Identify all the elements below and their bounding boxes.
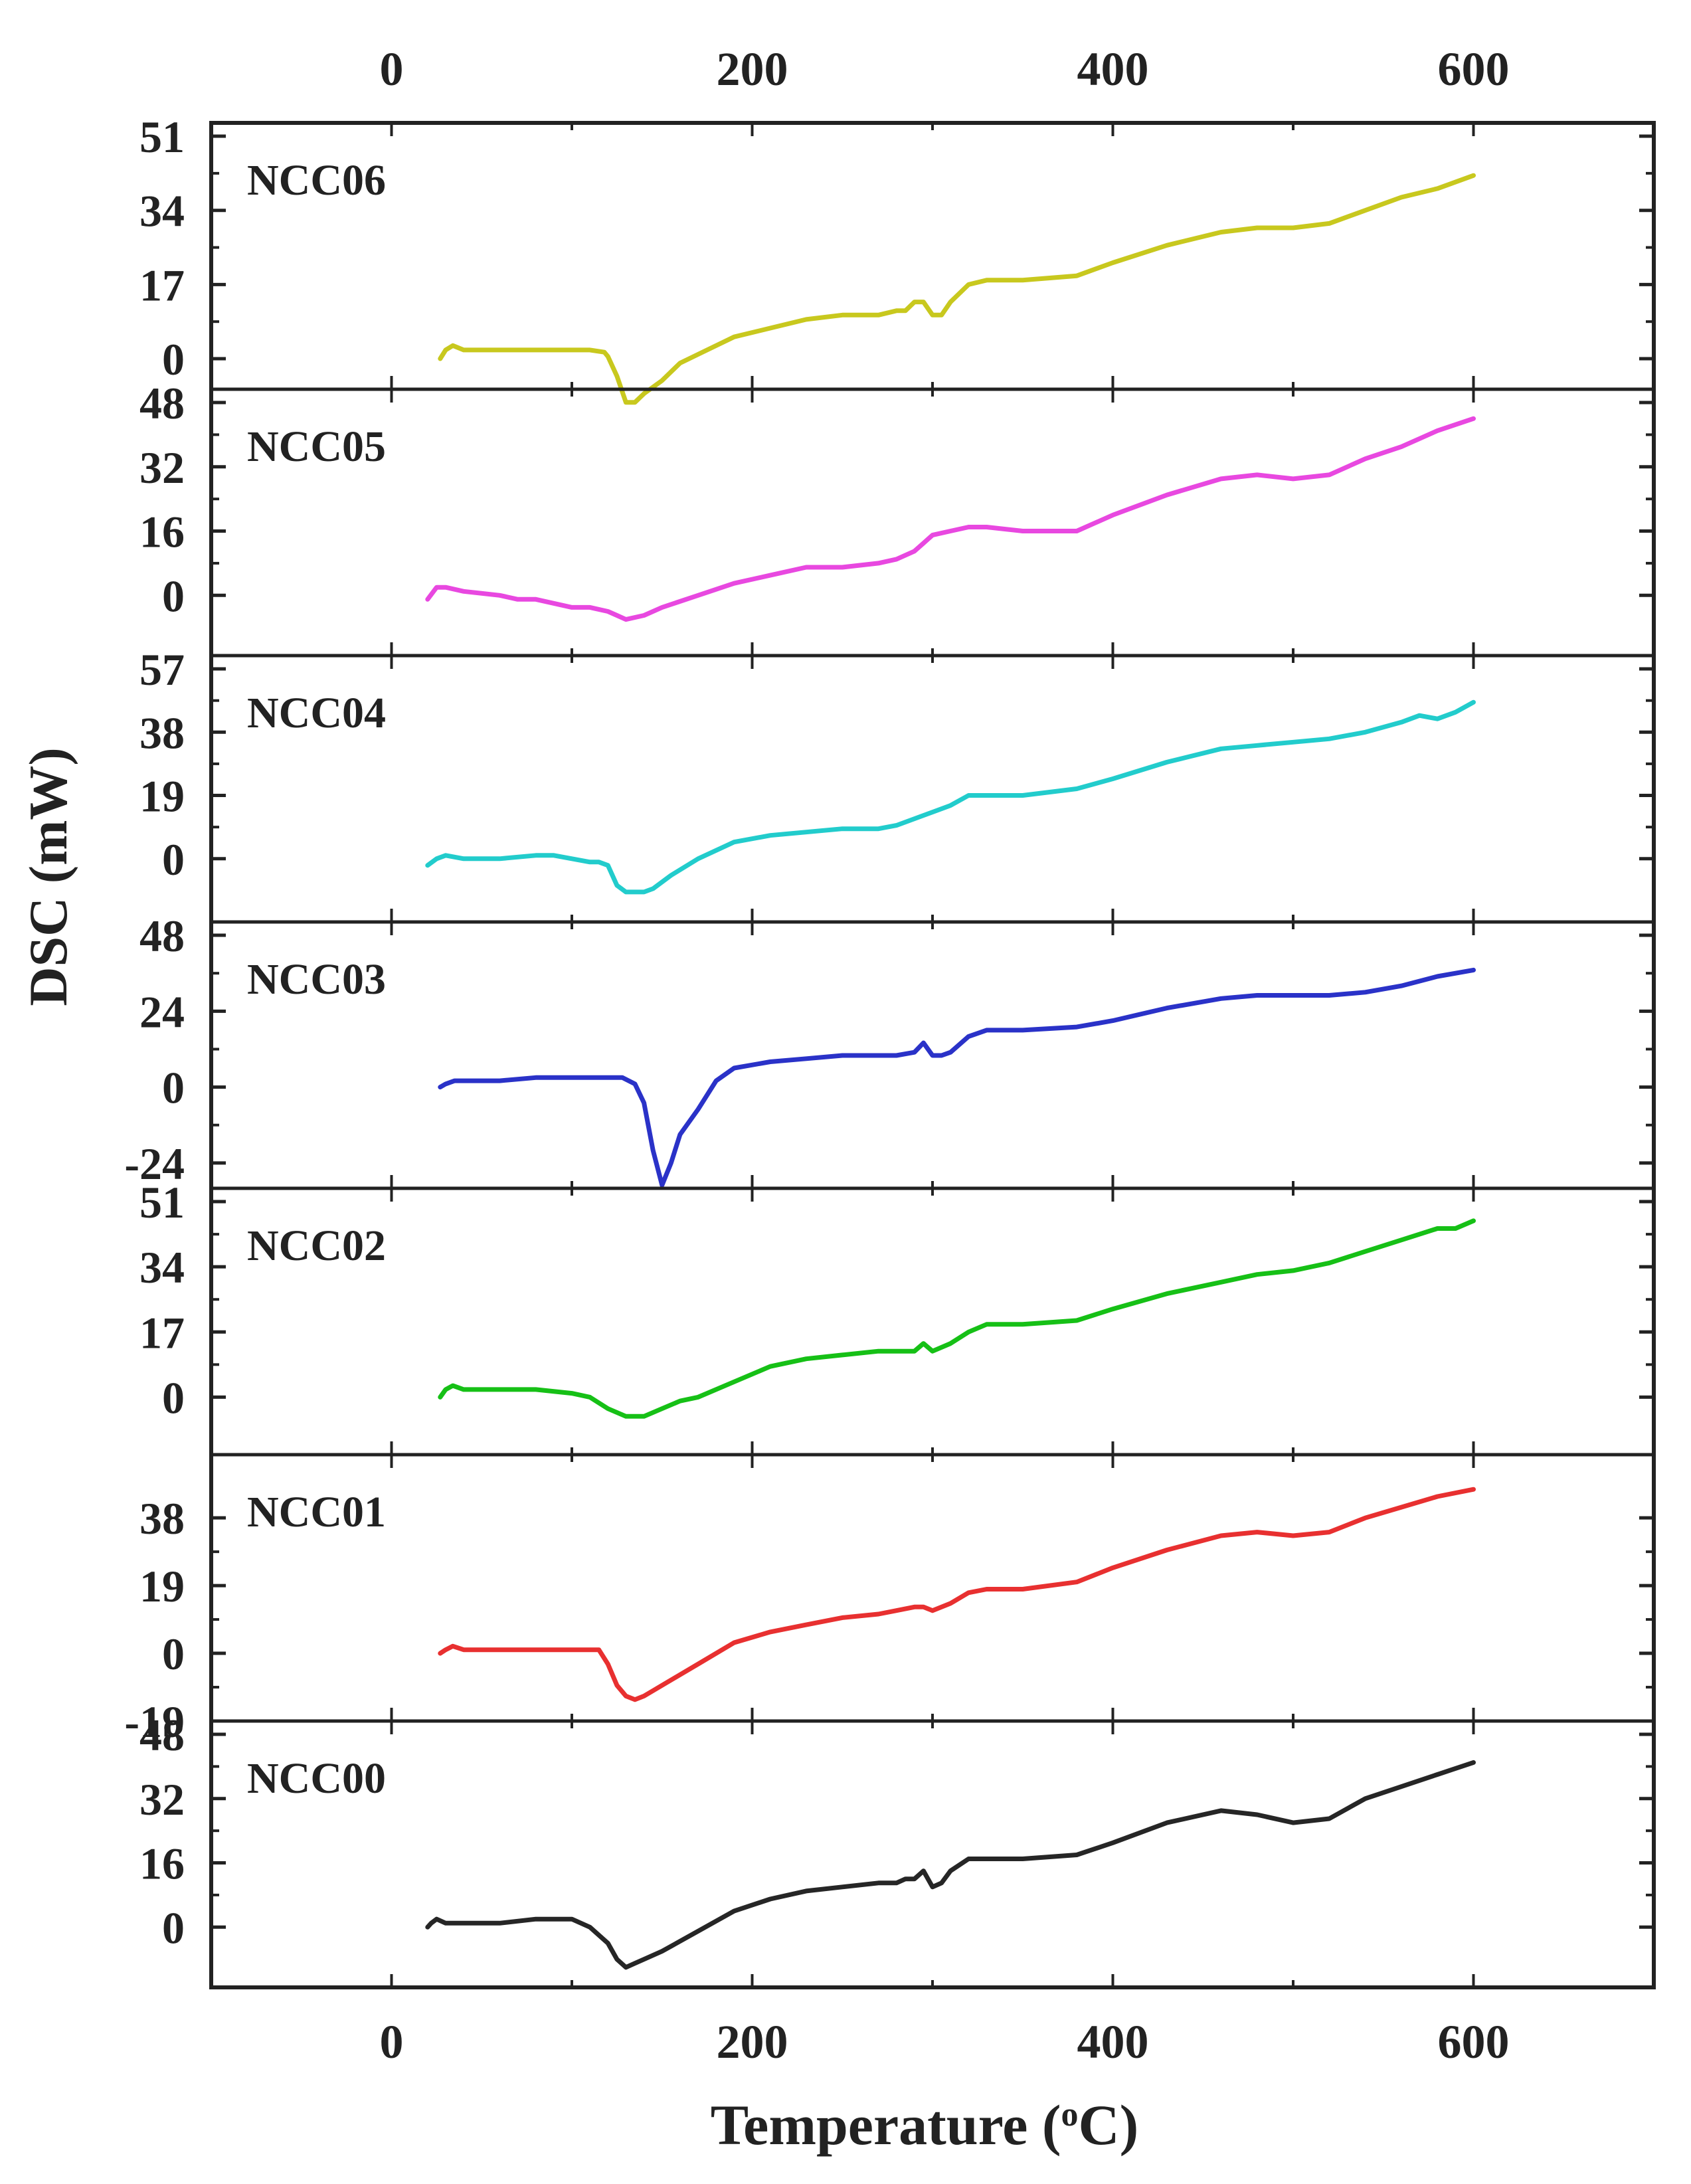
y-tick-label: 48 [139,1710,185,1760]
x-tick-label-top: 0 [380,43,404,96]
x-tick-label-bottom: 200 [717,2015,788,2068]
sample-label: NCC04 [247,689,386,737]
y-tick-label: 16 [139,1839,185,1889]
y-tick-label: -24 [124,1138,185,1189]
y-tick-label: 17 [139,1307,185,1358]
x-axis-title: Temperature (oC) [711,2093,1139,2157]
y-tick-label: 0 [162,834,185,885]
y-tick-label: 32 [139,1774,185,1825]
y-tick-label: 0 [162,334,185,385]
y-tick-label: 38 [139,1493,185,1544]
panel-ncc05: 0 16 32 48 NCC05 [139,378,1655,656]
x-axis-title-main: Temperature ( [711,2093,1061,2157]
y-tick-label: 51 [139,112,185,162]
sample-label: NCC05 [247,422,386,471]
series-line-ncc03 [438,967,1476,1188]
plot-frame [209,121,1656,1989]
panel-ncc02: 0 17 34 51 NCC02 [139,1177,1655,1455]
y-tick-label: 0 [162,1372,185,1423]
y-tick-label: 32 [139,442,185,493]
y-tick-label: 0 [162,1629,185,1679]
panel-ncc06: 0 17 34 51 NCC06 [139,112,1655,405]
sample-label: NCC01 [247,1488,386,1536]
y-tick-label: 17 [139,260,185,310]
panel-ncc04: 0 19 38 57 NCC04 [139,644,1655,922]
x-tick-label-bottom: 0 [380,2015,404,2068]
y-tick-label: 0 [162,1902,185,1953]
series-line-ncc04 [425,699,1476,895]
y-tick-label: 48 [139,911,185,961]
y-tick-label: 57 [139,644,185,695]
y-tick-label: 34 [139,1242,185,1293]
series-line-ncc05 [425,416,1476,622]
y-tick-label: 16 [139,507,185,557]
x-tick-label-bottom: 600 [1438,2015,1510,2068]
y-axis-title: DSC (mW) [18,747,78,1006]
y-tick-label: 24 [139,986,185,1037]
y-tick-label: 38 [139,707,185,758]
y-tick-label: 19 [139,771,185,822]
panel-ncc01: -19 0 19 38 NCC01 [124,1453,1655,1747]
y-tick-label: 51 [139,1177,185,1228]
series-line-ncc00 [425,1760,1476,1970]
sample-label: NCC06 [247,156,386,205]
y-tick-label: 19 [139,1561,185,1611]
y-tick-label: 0 [162,571,185,621]
panel-ncc03: -24 0 24 48 NCC03 [124,911,1655,1189]
y-tick-label: -19 [124,1696,185,1747]
x-tick-label-top: 600 [1438,43,1510,96]
y-tick-label: 34 [139,186,185,236]
panel-ncc00: 0 16 32 48 NCC00 [139,1710,1655,1987]
x-axis-title-degree: o [1061,2096,1079,2134]
series-line-ncc01 [438,1487,1476,1702]
sample-label: NCC00 [247,1754,386,1803]
sample-label: NCC02 [247,1222,386,1270]
x-tick-label-top: 400 [1077,43,1149,96]
sample-label: NCC03 [247,955,386,1004]
series-line-ncc02 [438,1218,1476,1419]
series-line-ncc06 [438,173,1476,405]
x-tick-label-top: 200 [717,43,788,96]
y-tick-label: 48 [139,378,185,428]
x-axis-title-unit: C) [1079,2093,1139,2157]
y-tick-label: 0 [162,1063,185,1113]
x-tick-label-bottom: 400 [1077,2015,1149,2068]
